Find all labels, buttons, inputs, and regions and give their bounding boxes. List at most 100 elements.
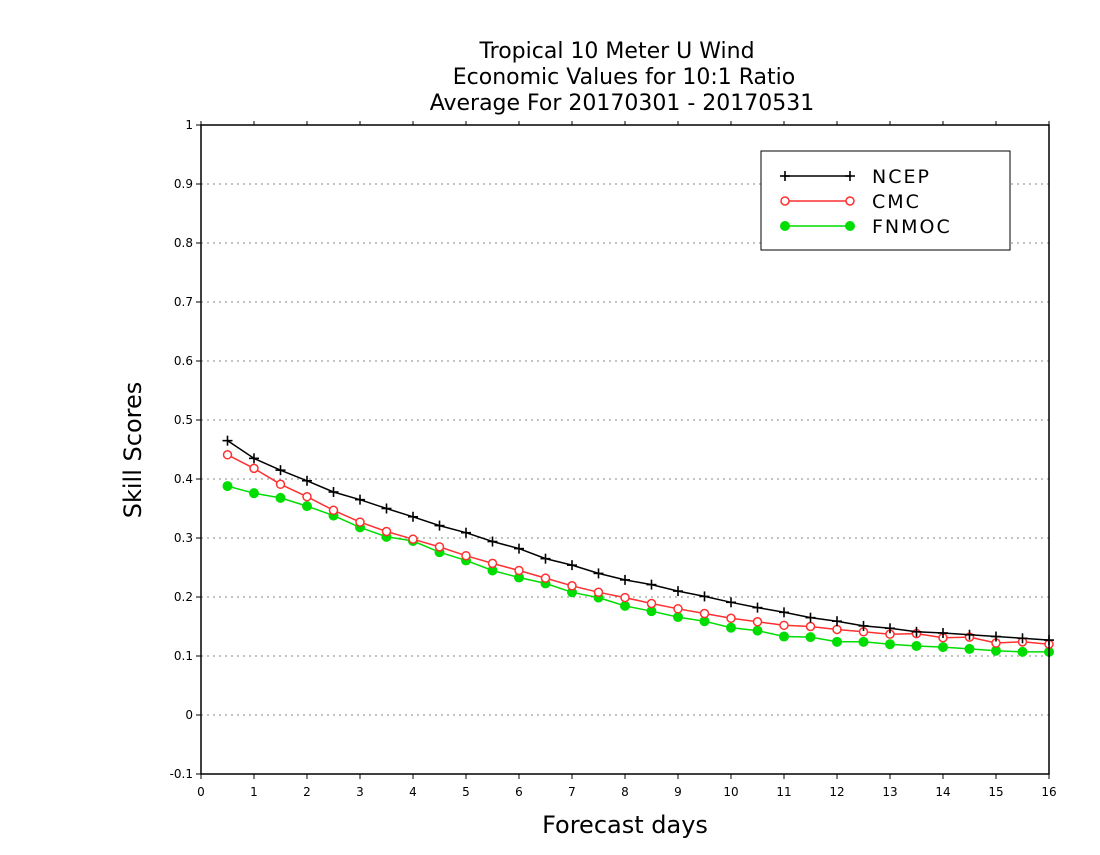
data-point-cmc (461, 550, 471, 561)
legend: NCEP CMC FNMOC (760, 150, 1011, 251)
legend-marker-ncep (845, 171, 855, 181)
data-point-ncep (699, 591, 710, 602)
data-point-ncep (673, 586, 683, 597)
data-point-ncep (249, 453, 259, 464)
data-point-cmc (328, 505, 339, 516)
title-line-2: Economic Values for 10:1 Ratio (453, 65, 795, 90)
series-group (222, 435, 1054, 657)
y-tick-label: 0.2 (174, 590, 193, 604)
x-tick-label: 6 (515, 785, 523, 799)
legend-marker-fnmoc (780, 221, 790, 231)
data-point-ncep (726, 597, 736, 608)
title-line-3: Average For 20170301 - 20170531 (430, 91, 815, 116)
data-point-ncep (355, 494, 365, 505)
x-tick-label: 12 (829, 785, 844, 799)
legend-label-ncep: NCEP (872, 166, 931, 188)
data-point-cmc (779, 620, 789, 631)
data-point-fnmoc (222, 481, 233, 492)
y-tick-label: 0.8 (174, 236, 193, 250)
y-tick-label: 0.5 (174, 413, 193, 427)
data-point-ncep (858, 620, 869, 631)
legend-item-ncep: NCEP (780, 166, 931, 188)
data-point-cmc (487, 558, 498, 569)
series-ncep (222, 435, 1054, 646)
data-point-ncep (620, 574, 630, 585)
series-line-cmc (227, 454, 1050, 645)
data-point-fnmoc (620, 600, 630, 611)
data-point-cmc (434, 542, 445, 552)
data-point-cmc (752, 617, 763, 627)
legend-label-fnmoc: FNMOC (872, 216, 952, 238)
data-point-ncep (911, 626, 922, 637)
x-tick-label: 5 (462, 785, 470, 799)
x-tick-label: 1 (250, 785, 258, 799)
legend-marker-cmc (780, 196, 790, 206)
x-tick-label: 2 (303, 785, 311, 799)
y-tick-label: -0.1 (170, 767, 193, 781)
data-point-cmc (408, 534, 418, 544)
grid-lines (201, 183, 1049, 716)
y-tick-label: 0.3 (174, 531, 193, 545)
data-point-ncep (434, 520, 445, 531)
data-point-ncep (1017, 633, 1028, 644)
data-point-cmc (249, 463, 259, 474)
data-point-fnmoc (779, 631, 789, 642)
data-point-cmc (832, 624, 842, 635)
y-axis-title: Skill Scores (119, 382, 147, 519)
x-tick-label: 7 (568, 785, 576, 799)
data-point-cmc (620, 592, 630, 603)
data-point-cmc (567, 581, 577, 591)
data-point-cmc (805, 621, 816, 632)
legend-marker-fnmoc (845, 221, 855, 231)
data-point-ncep (593, 568, 604, 579)
y-tick-label: 0.6 (174, 354, 193, 368)
legend-marker-ncep (780, 171, 790, 181)
y-tick-label: 0.9 (174, 177, 193, 191)
x-tick-label: 16 (1041, 785, 1056, 799)
y-tick-label: 1 (185, 118, 193, 132)
data-point-cmc (540, 573, 551, 583)
x-tick-label: 3 (356, 785, 364, 799)
data-point-ncep (885, 623, 895, 634)
data-point-cmc (726, 613, 736, 623)
data-point-fnmoc (249, 488, 259, 499)
data-point-fnmoc (1017, 646, 1028, 657)
x-tick-label: 10 (723, 785, 738, 799)
legend-item-cmc: CMC (780, 191, 919, 213)
data-point-fnmoc (752, 625, 763, 636)
x-tick-label: 13 (882, 785, 897, 799)
data-point-ncep (752, 602, 763, 613)
x-tick-label: 4 (409, 785, 417, 799)
data-point-ncep (302, 475, 312, 486)
data-point-ncep (991, 631, 1001, 642)
data-point-cmc (275, 479, 286, 490)
data-point-fnmoc (805, 632, 816, 643)
data-point-cmc (593, 587, 604, 598)
data-point-cmc (514, 565, 524, 576)
data-point-ncep (275, 465, 286, 476)
data-point-ncep (779, 607, 789, 618)
series-cmc (222, 450, 1054, 649)
data-point-fnmoc (302, 501, 312, 512)
series-fnmoc (222, 481, 1054, 657)
title-line-1: Tropical 10 Meter U Wind (478, 39, 754, 64)
series-line-ncep (227, 439, 1050, 641)
x-tick-label: 14 (935, 785, 950, 799)
data-point-fnmoc (673, 612, 683, 623)
data-point-ncep (222, 435, 233, 446)
data-point-ncep (408, 511, 418, 522)
x-tick-label: 15 (988, 785, 1003, 799)
y-axis-ticks: -0.1 0 0.1 0.2 0.3 0.4 0.5 0.6 0.7 0.8 0.9 1 (170, 118, 201, 781)
data-point-ncep (461, 527, 471, 538)
legend-marker-cmc (845, 196, 855, 206)
x-tick-label: 8 (621, 785, 629, 799)
plot-frame (200, 124, 1050, 775)
data-point-fnmoc (964, 643, 975, 654)
data-point-ncep (487, 536, 498, 547)
data-point-cmc (302, 491, 312, 502)
data-point-cmc (355, 517, 365, 527)
y-tick-label: 0.1 (174, 649, 193, 663)
data-point-cmc (646, 598, 657, 609)
data-point-ncep (540, 553, 551, 564)
